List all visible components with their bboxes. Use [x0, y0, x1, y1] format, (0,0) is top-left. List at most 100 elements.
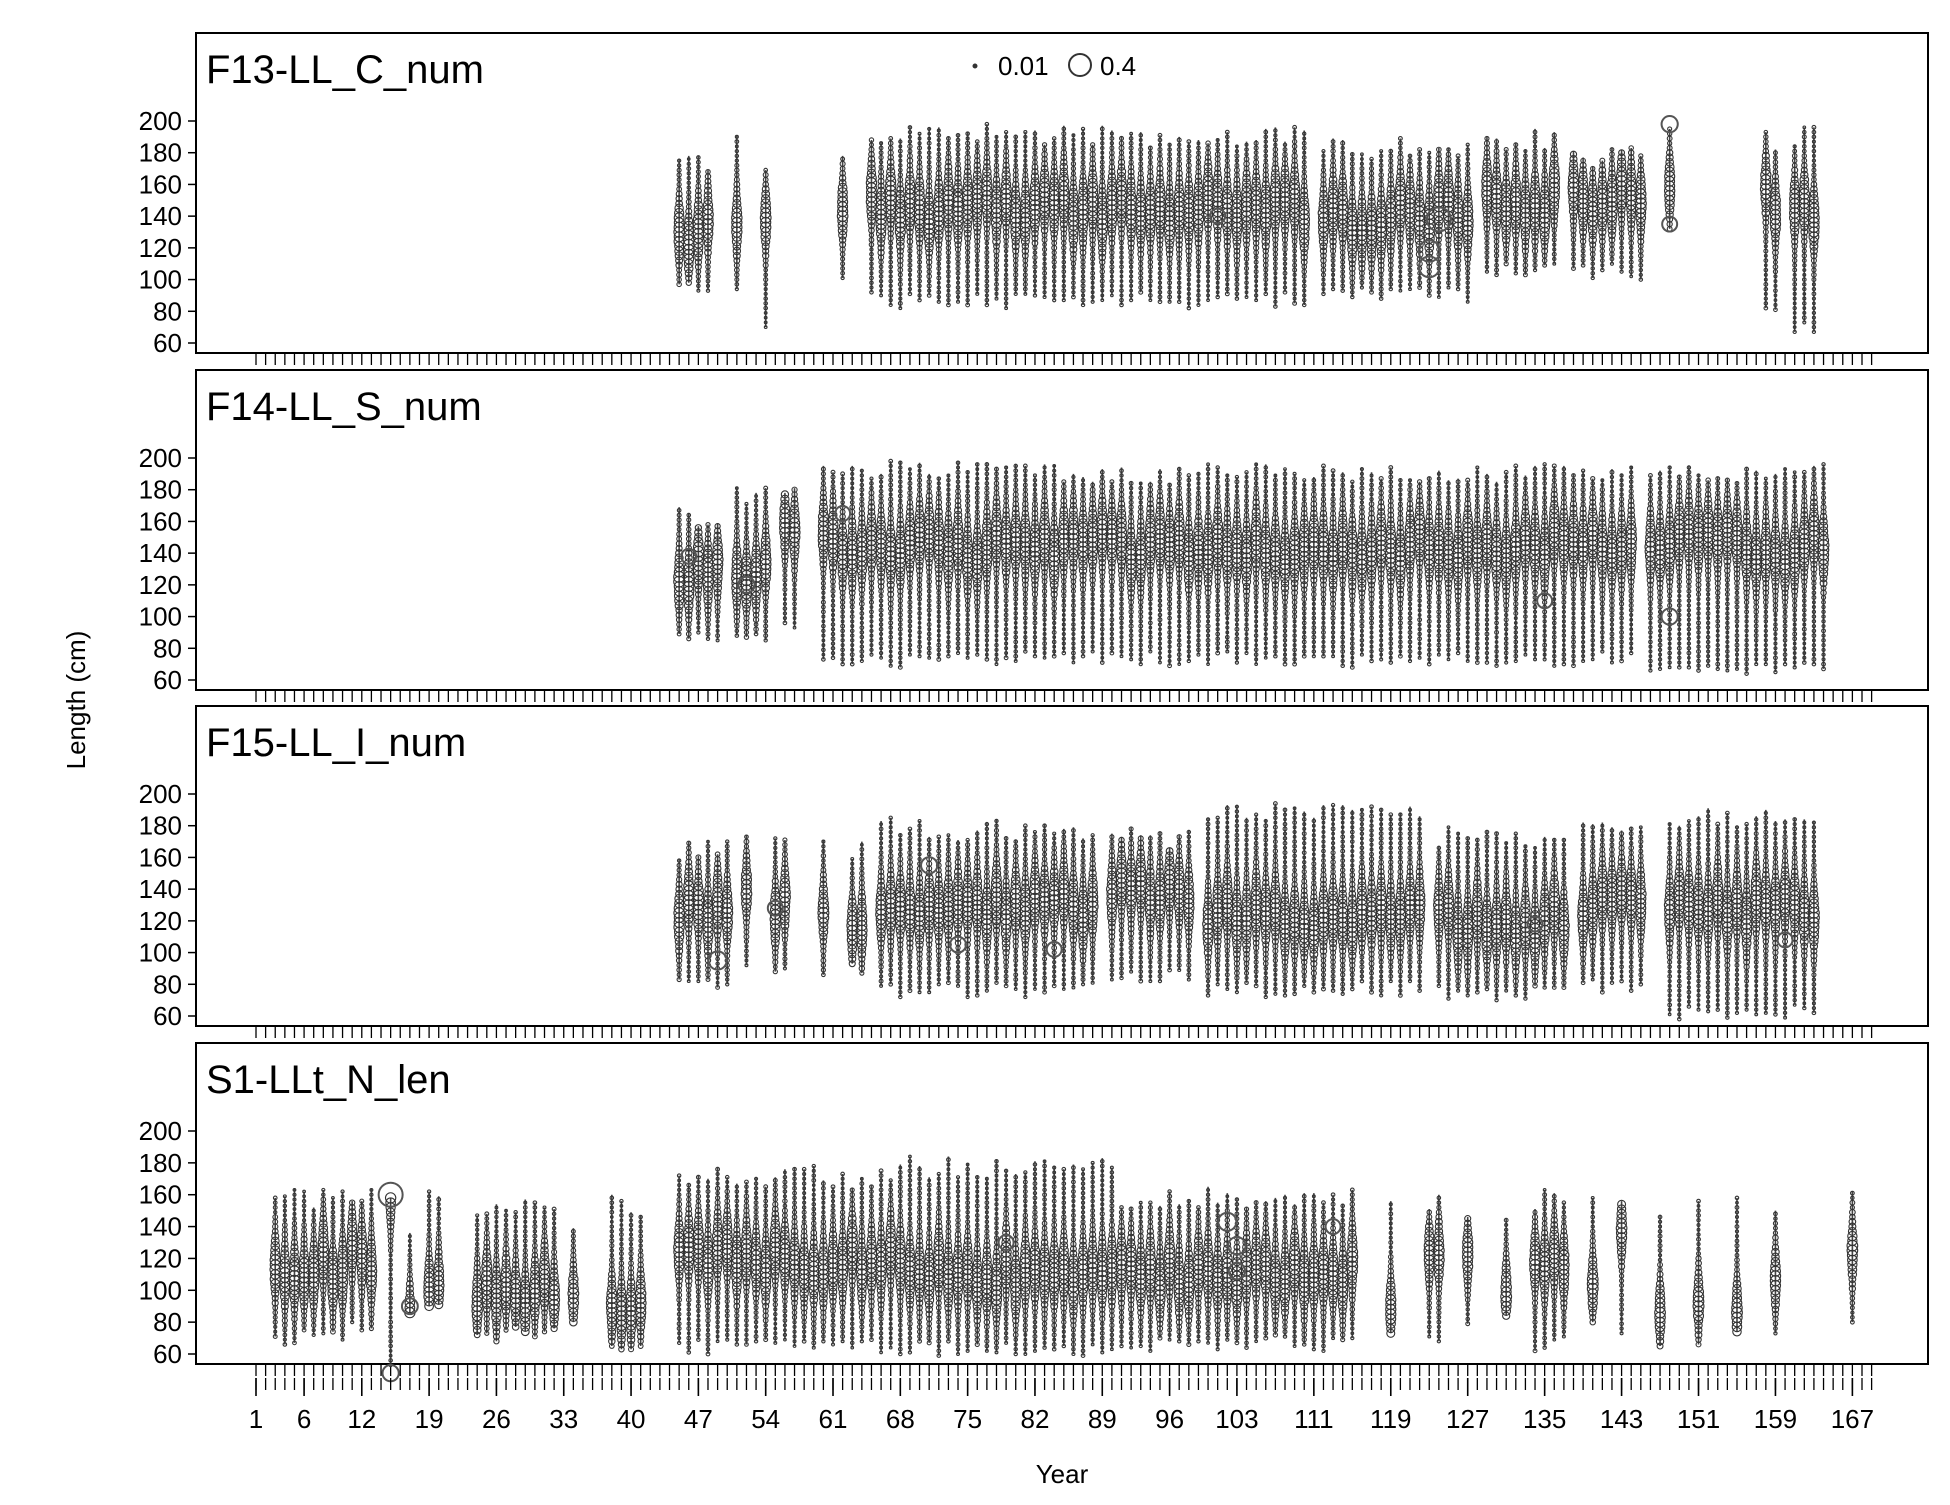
year-column [674, 507, 685, 636]
year-column [693, 525, 704, 634]
year-column [1626, 146, 1637, 278]
year-column [924, 474, 934, 659]
year-column [1578, 157, 1588, 267]
year-column [1530, 129, 1541, 272]
year-column [953, 461, 964, 655]
bubble [1341, 289, 1345, 293]
year-column [1126, 132, 1137, 301]
year-column [732, 135, 742, 290]
year-column [741, 502, 752, 639]
year-column [1510, 143, 1521, 275]
year-column [866, 138, 876, 294]
year-column [914, 463, 925, 658]
year-column [1366, 157, 1377, 294]
year-column [962, 132, 972, 307]
year-column [1299, 131, 1310, 307]
y-tick-label: 180 [139, 475, 182, 505]
bubble [1370, 157, 1373, 160]
y-tick-label: 80 [153, 296, 182, 326]
bubble [1130, 132, 1133, 135]
year-column [1164, 143, 1175, 303]
x-tick-strip [256, 690, 1872, 702]
year-column [1635, 154, 1646, 281]
year-column [732, 487, 743, 638]
year-column [760, 486, 771, 642]
year-column [943, 474, 953, 658]
year-column [1030, 131, 1041, 298]
year-column [991, 467, 1002, 665]
year-column [703, 523, 713, 641]
year-column [1549, 132, 1560, 265]
bubble [976, 292, 979, 295]
year-column [837, 156, 848, 280]
year-column [1001, 131, 1012, 310]
year-column [1145, 146, 1156, 302]
bubble [995, 663, 998, 666]
year-column [760, 168, 771, 328]
year-column [991, 135, 1001, 300]
year-column [1241, 142, 1251, 299]
year-column [933, 477, 944, 661]
year-column [1482, 136, 1492, 273]
year-column [943, 137, 954, 307]
bubble [1485, 270, 1488, 273]
year-column [1232, 145, 1243, 301]
year-column [1029, 474, 1040, 658]
year-column [972, 140, 983, 296]
year-column [1135, 132, 1146, 294]
bubble [1033, 655, 1036, 658]
year-column [1491, 138, 1502, 276]
year-column [1790, 145, 1800, 334]
y-tick-label: 60 [153, 665, 182, 695]
bubble [764, 326, 767, 329]
year-column [904, 468, 915, 657]
year-column [1760, 130, 1771, 310]
bubble-columns [674, 122, 1819, 333]
y-tick-label: 160 [139, 506, 182, 536]
year-column [1597, 158, 1607, 272]
bubble [985, 122, 988, 125]
year-column [1193, 140, 1204, 306]
year-column [1520, 150, 1530, 277]
year-column [1155, 133, 1166, 303]
year-column [1501, 148, 1511, 266]
year-column [1001, 466, 1012, 660]
year-column [1174, 137, 1185, 304]
year-column [1010, 135, 1021, 295]
year-column [1058, 126, 1069, 302]
year-column [1087, 143, 1097, 304]
year-column [1049, 137, 1060, 302]
year-column [712, 523, 723, 642]
y-tick-label: 60 [153, 328, 182, 358]
year-column [1799, 126, 1809, 324]
year-column [828, 470, 839, 659]
year-column [1261, 129, 1271, 296]
bubble [1793, 330, 1796, 333]
year-column [924, 127, 935, 297]
year-column [1347, 153, 1358, 299]
year-column [962, 471, 973, 660]
year-column [1212, 138, 1223, 298]
bubble [1101, 299, 1104, 302]
year-column [1337, 140, 1348, 292]
year-column [683, 156, 694, 286]
year-column [1289, 125, 1299, 305]
year-column [837, 472, 848, 666]
y-tick-label: 100 [139, 265, 182, 295]
year-column [1770, 150, 1780, 312]
year-column [1020, 131, 1031, 296]
bubble [918, 655, 921, 658]
y-tick-label: 160 [139, 169, 182, 199]
bubble [1803, 321, 1806, 324]
year-column [1068, 134, 1078, 299]
year-column [1405, 154, 1416, 290]
panel-label: F13-LL_C_num [206, 48, 484, 92]
bubble-columns [674, 459, 1829, 675]
year-column [953, 134, 964, 304]
bubble [1014, 292, 1017, 295]
